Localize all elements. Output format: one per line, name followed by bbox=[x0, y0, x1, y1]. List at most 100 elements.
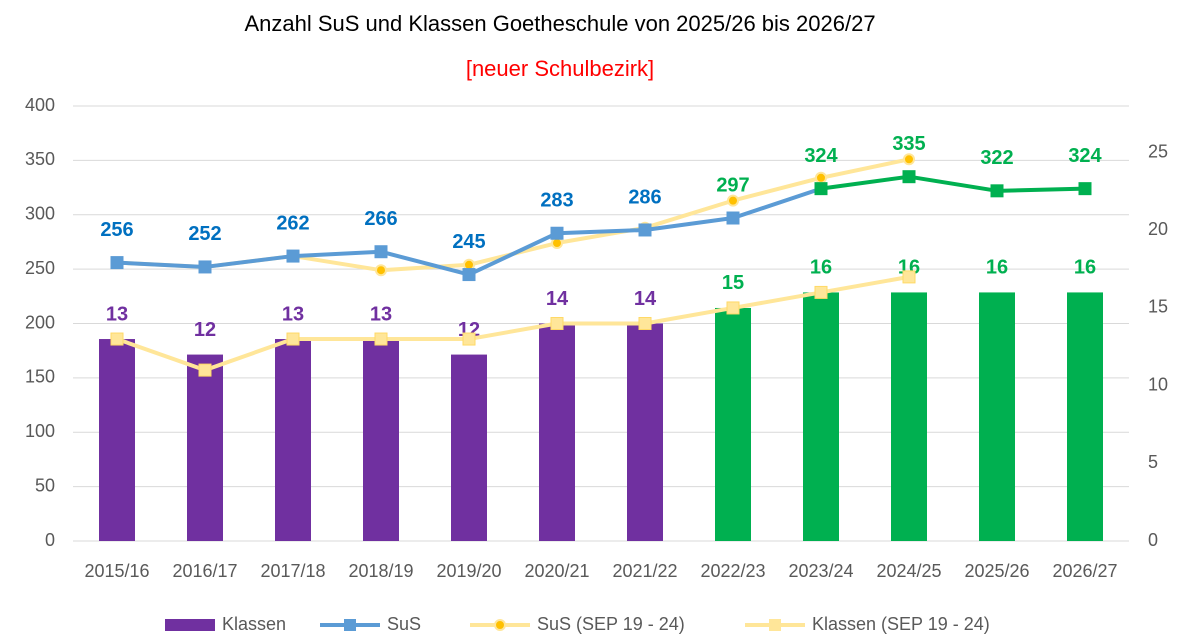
line-marker bbox=[198, 260, 212, 274]
legend-label: Klassen bbox=[222, 614, 286, 634]
line-segment bbox=[115, 260, 207, 269]
y-tick-label: 150 bbox=[25, 367, 55, 387]
line-marker bbox=[726, 301, 740, 315]
line-marker bbox=[550, 226, 564, 240]
bar-value-label: 16 bbox=[986, 257, 1008, 279]
bar-value-label: 13 bbox=[282, 303, 304, 325]
line-segment bbox=[731, 175, 823, 203]
line-marker bbox=[902, 170, 916, 184]
line-segment bbox=[291, 254, 383, 273]
y2-tick-label: 25 bbox=[1148, 141, 1168, 161]
legend-marker bbox=[344, 619, 356, 631]
bar bbox=[627, 323, 663, 541]
x-tick-label: 2018/19 bbox=[348, 561, 413, 581]
x-tick-label: 2026/27 bbox=[1052, 561, 1117, 581]
line-marker bbox=[374, 245, 388, 259]
line-value-label: 252 bbox=[188, 223, 221, 245]
line-segment bbox=[995, 186, 1087, 193]
y2-tick-label: 15 bbox=[1148, 297, 1168, 317]
line-marker bbox=[375, 264, 387, 277]
line-marker bbox=[462, 268, 476, 282]
y-tick-label: 300 bbox=[25, 204, 55, 224]
bar bbox=[979, 292, 1015, 541]
bar bbox=[363, 339, 399, 541]
legend-swatch bbox=[165, 619, 215, 631]
line-marker bbox=[990, 184, 1004, 198]
y2-tick-label: 0 bbox=[1148, 530, 1158, 550]
line-value-label: 266 bbox=[364, 208, 397, 230]
line-segment bbox=[731, 290, 823, 310]
line-marker bbox=[727, 194, 739, 207]
line-marker bbox=[286, 249, 300, 263]
y-tick-label: 0 bbox=[45, 530, 55, 550]
chart-title: Anzahl SuS und Klassen Goetheschule von … bbox=[244, 11, 875, 36]
x-tick-label: 2025/26 bbox=[964, 561, 1029, 581]
bar-value-label: 13 bbox=[370, 303, 392, 325]
x-tick-label: 2015/16 bbox=[84, 561, 149, 581]
line-marker bbox=[110, 332, 124, 346]
y-tick-label: 350 bbox=[25, 149, 55, 169]
line-segment bbox=[643, 216, 735, 232]
line-marker bbox=[902, 270, 916, 284]
line-segment bbox=[115, 337, 207, 373]
y2-tick-label: 5 bbox=[1148, 452, 1158, 472]
x-tick-label: 2024/25 bbox=[876, 561, 941, 581]
x-tick-label: 2020/21 bbox=[524, 561, 589, 581]
chart-subtitle: [neuer Schulbezirk] bbox=[466, 56, 654, 81]
line-segment bbox=[731, 186, 823, 221]
y-tick-label: 200 bbox=[25, 312, 55, 332]
line-segment bbox=[291, 249, 383, 259]
x-tick-label: 2016/17 bbox=[172, 561, 237, 581]
legend-label: Klassen (SEP 19 - 24) bbox=[812, 614, 990, 634]
line-segment bbox=[819, 174, 911, 191]
line-marker bbox=[110, 256, 124, 270]
line-segment bbox=[379, 262, 471, 273]
line-value-label: 297 bbox=[716, 174, 749, 196]
line-marker bbox=[550, 317, 564, 330]
bar-value-label: 12 bbox=[194, 319, 216, 341]
line-value-label: 245 bbox=[452, 231, 485, 253]
line-value-label: 322 bbox=[980, 147, 1013, 169]
line-value-label: 256 bbox=[100, 219, 133, 241]
x-tick-label: 2017/18 bbox=[260, 561, 325, 581]
line-marker bbox=[638, 223, 652, 237]
line-marker bbox=[814, 285, 828, 299]
x-tick-label: 2023/24 bbox=[788, 561, 853, 581]
bar-value-label: 15 bbox=[722, 272, 744, 294]
y-tick-label: 100 bbox=[25, 421, 55, 441]
bar-value-label: 14 bbox=[634, 288, 657, 310]
bar bbox=[275, 339, 311, 541]
bar bbox=[891, 292, 927, 541]
line-marker bbox=[374, 332, 388, 346]
legend-label: SuS (SEP 19 - 24) bbox=[537, 614, 685, 634]
y2-tick-label: 10 bbox=[1148, 374, 1168, 394]
y-tick-label: 250 bbox=[25, 258, 55, 278]
legend-label: SuS bbox=[387, 614, 421, 634]
line-segment bbox=[467, 321, 559, 342]
line-segment bbox=[819, 157, 911, 180]
line-segment bbox=[203, 254, 295, 269]
bar-value-label: 13 bbox=[106, 303, 128, 325]
line-marker bbox=[814, 182, 828, 196]
bar bbox=[803, 292, 839, 541]
line-value-label: 262 bbox=[276, 212, 309, 234]
line-marker bbox=[638, 317, 652, 330]
line-marker bbox=[198, 363, 212, 377]
line-value-label: 335 bbox=[892, 133, 925, 155]
line-marker bbox=[726, 211, 740, 225]
bar-value-label: 16 bbox=[1074, 257, 1096, 279]
line-segment bbox=[467, 231, 559, 277]
bar-value-label: 14 bbox=[546, 288, 569, 310]
legend-marker bbox=[769, 619, 781, 631]
y-tick-label: 50 bbox=[35, 475, 55, 495]
line-marker bbox=[815, 171, 827, 184]
line-segment bbox=[643, 198, 735, 230]
y-tick-label: 400 bbox=[25, 95, 55, 115]
line-marker bbox=[286, 332, 300, 346]
line-marker bbox=[903, 153, 915, 166]
bar bbox=[99, 339, 135, 541]
line-segment bbox=[203, 337, 295, 373]
line-value-label: 286 bbox=[628, 186, 661, 208]
x-tick-label: 2019/20 bbox=[436, 561, 501, 581]
